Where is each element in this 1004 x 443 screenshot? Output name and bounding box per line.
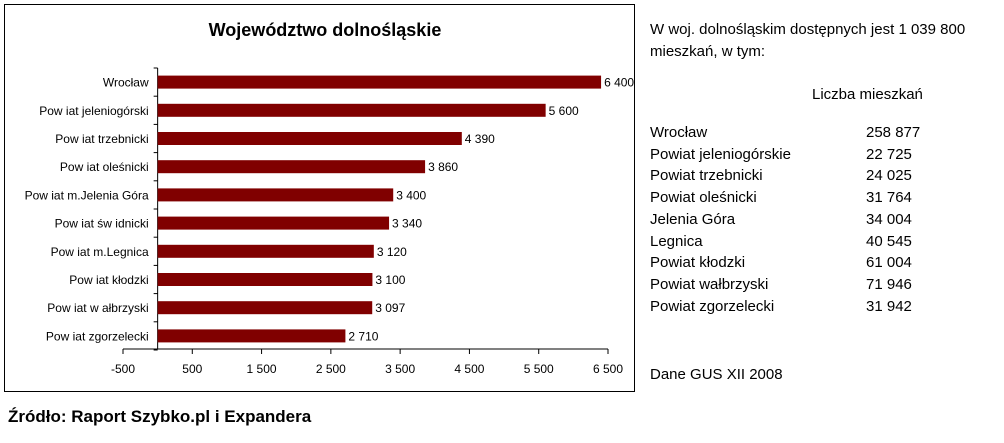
column-header: Liczba mieszkań [812, 86, 923, 103]
data-label: 3 100 [375, 273, 405, 287]
table-row-name: Powiat trzebnicki [650, 167, 763, 185]
x-tick-label: 500 [182, 362, 202, 376]
chart-frame: Województwo dolnośląskie Wrocław 6 400 Pow … [4, 4, 635, 392]
bar [157, 244, 374, 258]
table-row-value: 24 025 [866, 167, 912, 185]
table-row-name: Powiat oleśnicki [650, 189, 757, 207]
table-row-name: Wrocław [650, 124, 708, 141]
category-label: Pow iat kłodzki [69, 273, 148, 287]
table-row-value: 258 877 [866, 124, 921, 141]
table-row-value: 40 545 [866, 232, 912, 250]
bar [157, 188, 394, 202]
table-row-name: Powiat zgorzelecki [650, 297, 775, 315]
x-tick-label: 1 500 [247, 362, 277, 376]
category-label: Pow iat św idnicki [55, 217, 149, 231]
category-label: Pow iat w ałbrzyski [47, 301, 148, 315]
category-label: Pow iat zgorzelecki [46, 329, 149, 343]
bar [157, 329, 346, 343]
category-label: Pow iat m.Jelenia Góra [25, 188, 149, 202]
bar [157, 75, 602, 89]
x-tick-label: 5 500 [524, 362, 554, 376]
bar [157, 273, 373, 286]
table-row-name: Legnica [650, 232, 703, 250]
bar-chart: Województwo dolnośląskie Wrocław 6 400 Pow … [25, 20, 635, 376]
category-label: Pow iat m.Legnica [51, 245, 149, 259]
x-tick-label: 4 500 [454, 362, 484, 376]
data-label: 6 400 [604, 76, 634, 90]
category-label: Pow iat oleśnicki [60, 160, 149, 174]
table-row-name: Jelenia Góra [650, 210, 736, 228]
table-row-name: Powiat wałbrzyski [650, 275, 769, 293]
data-label: 5 600 [549, 104, 579, 118]
table-row-value: 31 942 [866, 297, 912, 315]
chart-title: Województwo dolnośląskie [209, 20, 442, 40]
x-tick-label: 3 500 [385, 362, 415, 376]
data-label: 3 400 [396, 188, 426, 202]
data-label: 3 097 [375, 301, 405, 315]
data-label: 3 340 [392, 217, 422, 231]
table-row-name: Powiat jeleniogórskie [650, 145, 791, 163]
bar [157, 160, 426, 174]
bar [157, 216, 390, 230]
table-row-value: 34 004 [866, 210, 912, 228]
table-row-value: 22 725 [866, 145, 912, 163]
intro-line-1: W woj. dolnośląskim dostępnych jest 1 03… [650, 21, 966, 38]
intro-line-2: mieszkań, w tym: [650, 43, 766, 60]
table-row-name: Powiat kłodzki [650, 254, 746, 272]
data-label: 3 860 [428, 160, 458, 174]
category-label: Pow iat trzebnicki [55, 132, 148, 146]
x-tick-label: 2 500 [316, 362, 346, 376]
bar [157, 132, 462, 145]
table-row-value: 31 764 [866, 189, 912, 207]
bar [157, 103, 546, 117]
data-label: 3 120 [377, 245, 407, 259]
data-source-note: Dane GUS XII 2008 [650, 366, 783, 383]
source-caption: Źródło: Raport Szybko.pl i Expandera [8, 407, 312, 426]
table-row-value: 71 946 [866, 275, 912, 293]
x-tick-label: -500 [111, 362, 135, 376]
bar [157, 301, 373, 315]
x-tick-label: 6 500 [593, 362, 623, 376]
data-label: 4 390 [465, 132, 495, 146]
data-label: 2 710 [348, 329, 378, 343]
category-label: Wrocław [103, 76, 149, 90]
category-label: Pow iat jeleniogórski [39, 104, 148, 118]
table-row-value: 61 004 [866, 254, 912, 272]
